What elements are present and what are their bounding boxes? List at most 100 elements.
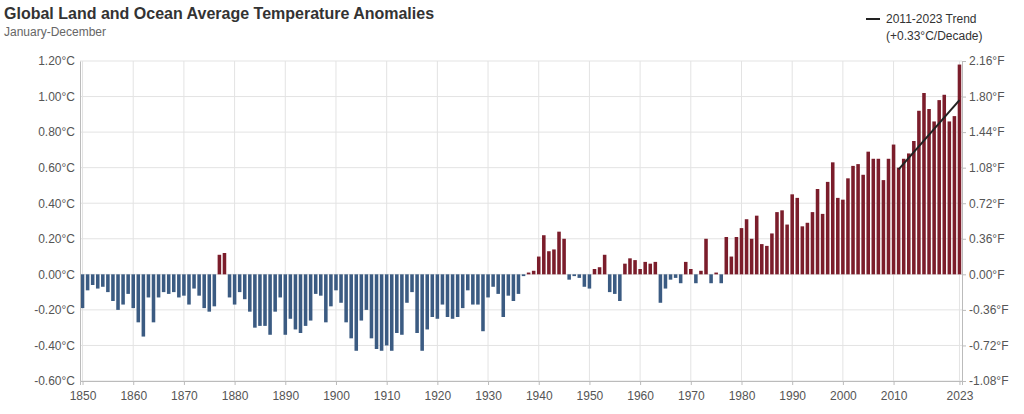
tick-mark — [792, 381, 793, 385]
bar — [512, 274, 516, 301]
tick-mark — [843, 381, 844, 385]
bar — [902, 159, 906, 275]
bar — [917, 111, 921, 275]
bar — [400, 274, 404, 334]
bar — [451, 274, 455, 318]
annotation: (+0.33°C/Decade) — [886, 29, 983, 43]
bar — [669, 274, 673, 279]
grid-line-y — [80, 61, 962, 62]
bar — [344, 274, 348, 322]
bar — [284, 274, 288, 334]
bar — [730, 257, 734, 275]
tick: 2010 — [881, 381, 908, 403]
tick: 1930 — [475, 381, 502, 403]
bar — [157, 274, 161, 297]
bar — [496, 274, 500, 294]
tick-mark — [387, 381, 388, 385]
bar — [699, 271, 703, 275]
bar — [953, 116, 957, 274]
bar — [152, 274, 156, 322]
bar — [806, 223, 810, 275]
tick-mark — [962, 203, 966, 204]
tick-label: -0.40°C — [34, 339, 75, 353]
bar — [877, 159, 881, 275]
tick-mark — [962, 310, 966, 311]
bar — [775, 212, 779, 274]
tick-label: 1.80°F — [969, 90, 1004, 104]
tick-label: -0.60°C — [34, 374, 75, 388]
bar — [922, 93, 926, 274]
plot-area — [81, 65, 961, 351]
bar — [106, 274, 110, 292]
tick-mark — [959, 381, 960, 385]
tick: 2000 — [830, 381, 857, 403]
y-axis: -0.60°C-0.40°C-0.20°C0.00°C0.20°C0.40°C0… — [34, 54, 80, 388]
bar — [446, 274, 450, 317]
tick: 1.80°F — [962, 90, 1004, 104]
bar — [932, 121, 936, 274]
tick-label: 1960 — [627, 389, 654, 403]
bar — [289, 274, 293, 318]
tick-label: 1850 — [70, 389, 97, 403]
bar — [126, 274, 130, 294]
bar — [162, 274, 166, 292]
bar — [608, 274, 612, 292]
bar — [324, 274, 328, 322]
tick: 0.72°F — [962, 197, 1004, 211]
bar — [765, 246, 769, 274]
tick-mark — [133, 381, 134, 385]
bar — [131, 274, 135, 308]
chart-svg: Global Land and Ocean Average Temperatur… — [0, 0, 1024, 414]
bar — [856, 164, 860, 274]
bar — [557, 232, 561, 275]
bar — [866, 152, 870, 275]
tick-label: 2010 — [881, 389, 908, 403]
x-axis: 1850186018701880189019001910192019301940… — [70, 381, 974, 403]
bar — [714, 273, 718, 275]
bar — [882, 180, 886, 274]
bar — [349, 274, 353, 338]
bar — [537, 257, 541, 275]
tick-label: -1.08°F — [969, 374, 1008, 388]
tick-label: 1930 — [475, 389, 502, 403]
tick-mark — [691, 381, 692, 385]
bar — [725, 237, 729, 274]
tick: 1960 — [627, 381, 654, 403]
tick: 1980 — [729, 381, 756, 403]
bar — [405, 274, 409, 302]
bar — [552, 249, 556, 274]
bar — [790, 194, 794, 274]
tick-label: 1.44°F — [969, 125, 1004, 139]
bar — [491, 274, 495, 286]
bar — [420, 274, 424, 350]
bar — [187, 274, 191, 304]
bar — [851, 166, 855, 274]
bar — [137, 274, 141, 322]
tick: 1.44°F — [962, 125, 1004, 139]
bar — [942, 95, 946, 275]
bar — [354, 274, 358, 350]
tick-label: -0.20°C — [34, 303, 75, 317]
bar — [567, 274, 571, 279]
grid-line-x — [183, 61, 184, 381]
tick-label: 2000 — [830, 389, 857, 403]
bar — [831, 162, 835, 274]
tick-mark — [235, 381, 236, 385]
tick: 0.36°F — [962, 232, 1004, 246]
bar — [370, 274, 374, 338]
bar — [598, 267, 602, 274]
y-axis-line — [80, 62, 81, 382]
bar — [684, 262, 688, 274]
bar — [147, 274, 151, 297]
bar — [91, 274, 95, 285]
tick-mark — [894, 381, 895, 385]
bar — [578, 274, 582, 278]
tick-label: 0.36°F — [969, 232, 1004, 246]
tick: -0.36°F — [962, 303, 1008, 317]
tick: 1870 — [171, 381, 198, 403]
bar — [897, 168, 901, 275]
tick: 1890 — [272, 381, 299, 403]
bar — [456, 274, 460, 317]
tick-label: 1940 — [526, 389, 553, 403]
x-axis-line — [81, 382, 963, 386]
